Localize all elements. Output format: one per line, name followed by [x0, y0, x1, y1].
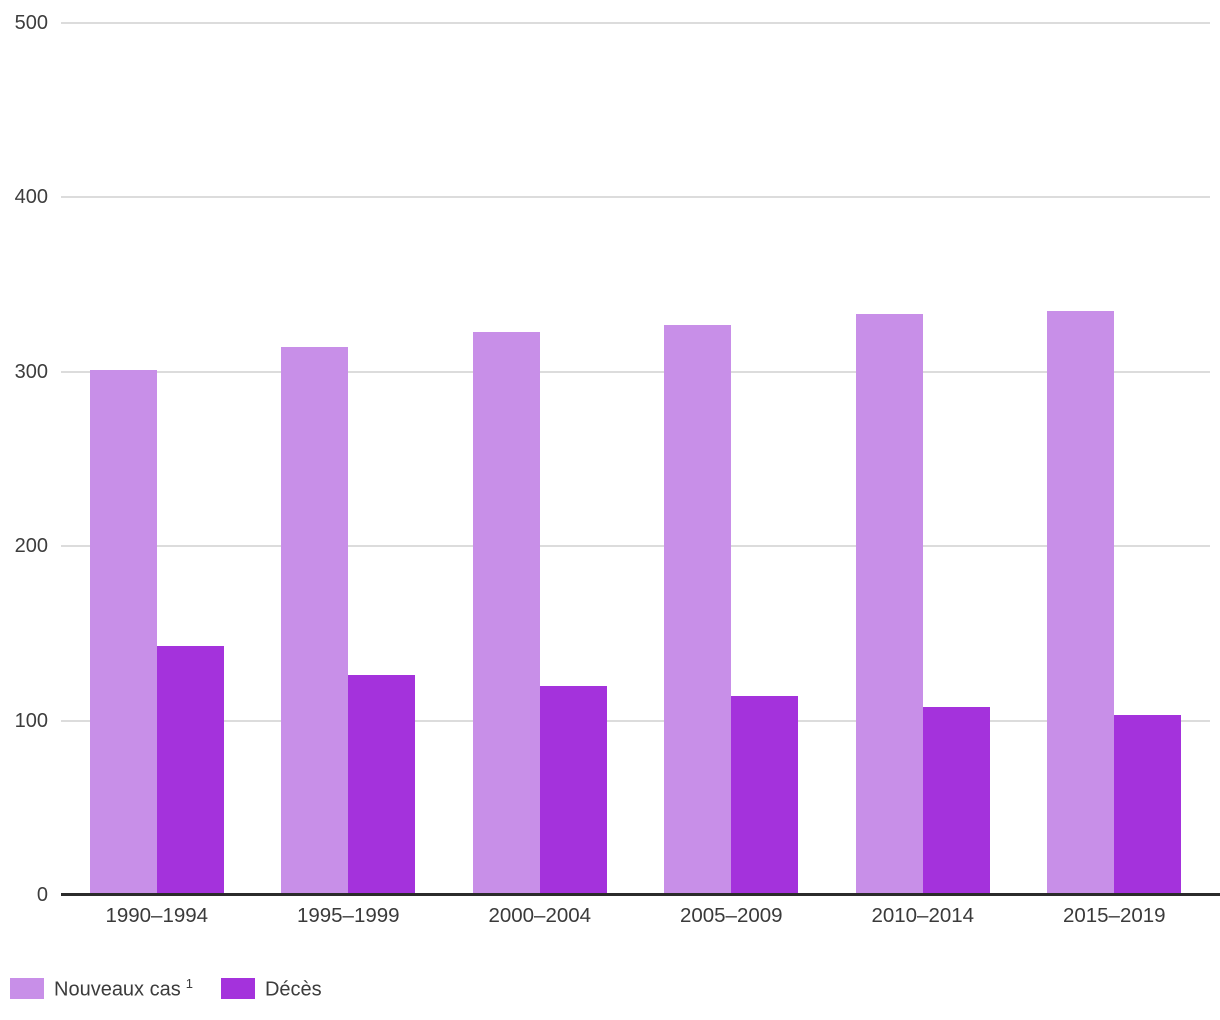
- legend-text: Nouveaux cas: [54, 978, 181, 1001]
- bar-deces-2005-2009: [731, 696, 799, 895]
- bar-deces-2010-2014: [922, 706, 990, 895]
- legend-label-nouveaux-cas: Nouveaux cas 1: [54, 976, 193, 1002]
- bar-deces-2000-2004: [539, 685, 607, 895]
- x-axis-category-label-1995-1999: 1995–1999: [296, 904, 400, 927]
- legend: Nouveaux cas 1 Décès: [10, 976, 327, 1002]
- legend-item-nouveaux-cas: Nouveaux cas 1: [10, 976, 193, 1002]
- plot-area: [61, 22, 1211, 895]
- y-axis-tick-label-400: 400: [14, 186, 48, 208]
- x-axis-category-label-2000-2004: 2000–2004: [488, 904, 592, 927]
- bar-nouveaux-cas-2005-2009: [664, 324, 732, 895]
- x-axis-category-label-2015-2019: 2015–2019: [1062, 904, 1166, 927]
- y-axis-tick-label-100: 100: [14, 710, 48, 732]
- y-axis-tick-label-200: 200: [14, 535, 48, 557]
- bar-nouveaux-cas-2000-2004: [472, 331, 540, 895]
- bar-nouveaux-cas-2010-2014: [855, 314, 923, 895]
- gridline-400: [61, 196, 1210, 198]
- bar-group-2015-2019: [1019, 23, 1211, 895]
- bar-group-1990-1994: [61, 23, 253, 895]
- legend-text: Décès: [264, 978, 322, 1001]
- x-axis-category-label-2005-2009: 2005–2009: [679, 904, 783, 927]
- y-axis-tick-label-300: 300: [14, 361, 48, 383]
- bar-nouveaux-cas-2015-2019: [1047, 310, 1115, 895]
- y-axis-tick-label-500: 500: [14, 12, 48, 34]
- bar-deces-2015-2019: [1114, 715, 1182, 895]
- gridline-300: [61, 371, 1210, 373]
- legend-swatch-deces: [220, 978, 255, 1000]
- bar-group-1995-1999: [253, 23, 445, 895]
- legend-item-deces: Décès: [220, 976, 327, 1002]
- y-axis-tick-label-0: 0: [36, 884, 48, 906]
- gridline-100: [61, 720, 1210, 722]
- bar-deces-1995-1999: [348, 675, 416, 895]
- legend-footnote-marker: 1: [185, 976, 193, 991]
- bar-nouveaux-cas-1990-1994: [89, 370, 157, 895]
- x-axis-category-label-2010-2014: 2010–2014: [871, 904, 975, 927]
- bar-group-2005-2009: [636, 23, 828, 895]
- bar-group-2010-2014: [827, 23, 1019, 895]
- gridline-200: [61, 545, 1210, 547]
- x-axis-line: [61, 893, 1220, 896]
- gridline-500: [61, 22, 1210, 24]
- bar-deces-1990-1994: [156, 645, 224, 895]
- bar-nouveaux-cas-1995-1999: [281, 347, 349, 895]
- legend-label-deces: Décès: [265, 976, 327, 1002]
- x-axis-category-label-1990-1994: 1990–1994: [105, 904, 209, 927]
- bar-group-2000-2004: [444, 23, 636, 895]
- legend-swatch-nouveaux-cas: [10, 978, 44, 1000]
